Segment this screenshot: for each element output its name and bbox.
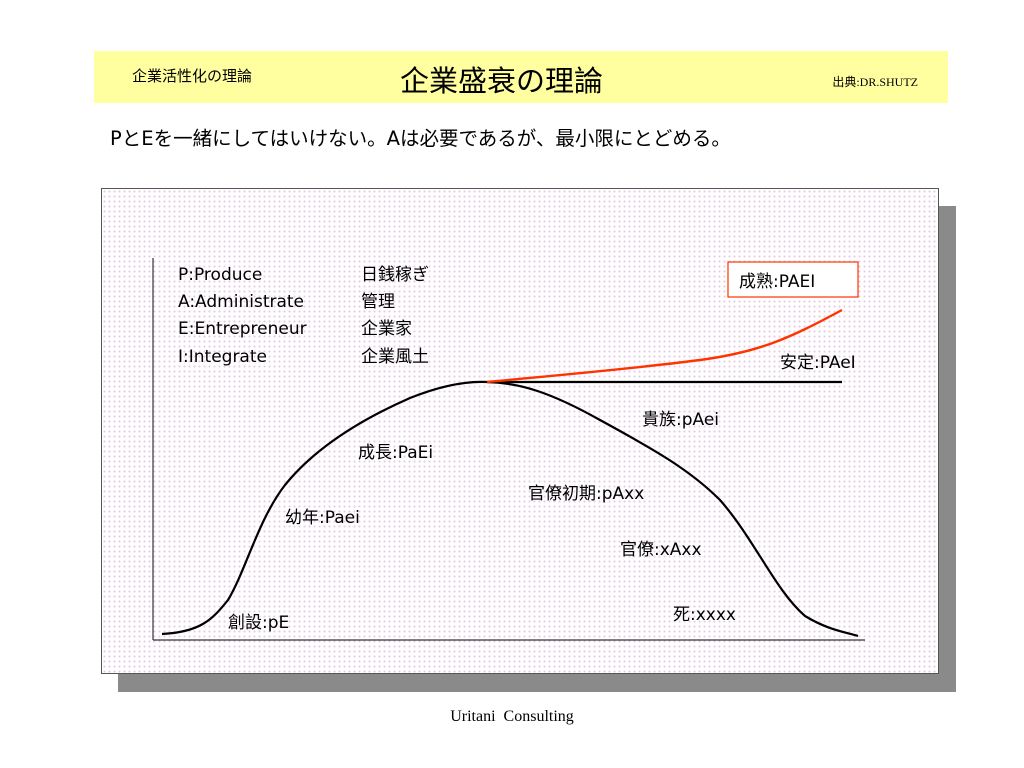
stage-death: 死:xxxx: [673, 605, 736, 625]
stage-stability: 安定:PAeI: [780, 353, 856, 373]
subtitle: PとEを一緒にしてはいけない。Aは必要であるが、最小限にとどめる。: [110, 127, 731, 150]
stage-aristocracy: 貴族:pAei: [642, 410, 719, 430]
legend-code-p: P:Produce: [178, 265, 262, 285]
legend: P:Produce 日銭稼ぎ A:Administrate 管理 E:Entre…: [178, 265, 429, 367]
stage-early-bureaucracy: 官僚初期:pAxx: [528, 484, 644, 504]
page-title: 企業盛衰の理論: [400, 64, 604, 98]
legend-meaning-i: 企業風土: [361, 347, 429, 367]
stage-bureaucracy: 官僚:xAxx: [620, 540, 702, 560]
legend-meaning-a: 管理: [361, 292, 395, 312]
maturity-line: [486, 308, 843, 384]
legend-code-a: A:Administrate: [178, 292, 304, 312]
maturity-box: [727, 261, 859, 298]
stage-founding: 創設:pE: [228, 613, 289, 633]
left-title: 企業活性化の理論: [132, 67, 253, 85]
lifecycle-curve: [161, 380, 859, 638]
source-citation: 出典:DR.SHUTZ: [832, 75, 918, 89]
legend-code-e: E:Entrepreneur: [178, 319, 307, 339]
legend-meaning-e: 企業家: [361, 319, 412, 339]
footer-company: Uritani Consulting: [450, 708, 574, 725]
header-banner: 企業活性化の理論 企業盛衰の理論 出典:DR.SHUTZ: [94, 51, 948, 103]
stage-infancy: 幼年:Paei: [285, 508, 360, 528]
legend-meaning-p: 日銭稼ぎ: [361, 265, 429, 285]
stage-growth: 成長:PaEi: [358, 443, 433, 463]
legend-code-i: I:Integrate: [178, 347, 267, 367]
stage-maturity: 成熟:PAEI: [739, 271, 815, 292]
